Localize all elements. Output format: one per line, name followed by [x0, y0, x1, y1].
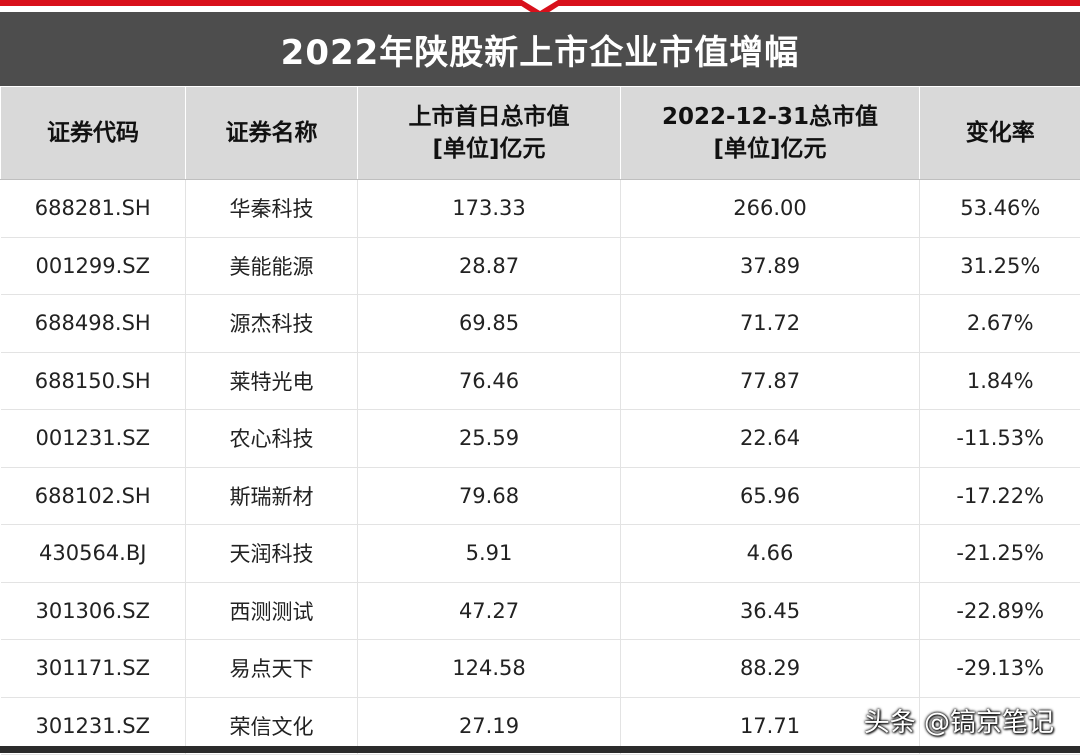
- cell-year-end-cap: 65.96: [621, 467, 920, 525]
- cell-year-end-cap: 266.00: [621, 180, 920, 238]
- cell-change-rate: 31.25%: [920, 237, 1080, 295]
- cell-name: 斯瑞新材: [186, 467, 358, 525]
- header-first-day-cap: 上市首日总市值 [单位]亿元: [358, 87, 621, 180]
- header-year-end-cap: 2022-12-31总市值 [单位]亿元: [621, 87, 920, 180]
- cell-year-end-cap: 88.29: [621, 640, 920, 698]
- cell-year-end-cap: 22.64: [621, 410, 920, 468]
- cell-change-rate: 2.67%: [920, 295, 1080, 353]
- table-row: 430564.BJ 天润科技 5.91 4.66 -21.25%: [1, 525, 1080, 583]
- cell-code: 301171.SZ: [1, 640, 186, 698]
- cell-code: 001231.SZ: [1, 410, 186, 468]
- cell-change-rate: -21.25%: [920, 525, 1080, 583]
- cell-name: 美能能源: [186, 237, 358, 295]
- cell-year-end-cap: 36.45: [621, 582, 920, 640]
- cell-first-day-cap: 79.68: [358, 467, 621, 525]
- table-row: 688150.SH 莱特光电 76.46 77.87 1.84%: [1, 352, 1080, 410]
- cell-code: 430564.BJ: [1, 525, 186, 583]
- table-row: 301306.SZ 西测测试 47.27 36.45 -22.89%: [1, 582, 1080, 640]
- cell-change-rate: -11.53%: [920, 410, 1080, 468]
- cell-code: 688150.SH: [1, 352, 186, 410]
- bottom-bar: [0, 746, 1080, 753]
- table-row: 688281.SH 华秦科技 173.33 266.00 53.46%: [1, 180, 1080, 238]
- header-row: 证券代码 证券名称 上市首日总市值 [单位]亿元 2022-12-31总市值 […: [1, 87, 1080, 180]
- cell-name: 天润科技: [186, 525, 358, 583]
- header-name: 证券名称: [186, 87, 358, 180]
- cell-first-day-cap: 28.87: [358, 237, 621, 295]
- cell-change-rate: -17.22%: [920, 467, 1080, 525]
- cell-first-day-cap: 173.33: [358, 180, 621, 238]
- table-row: 688498.SH 源杰科技 69.85 71.72 2.67%: [1, 295, 1080, 353]
- header-code: 证券代码: [1, 87, 186, 180]
- cell-name: 莱特光电: [186, 352, 358, 410]
- cell-first-day-cap: 25.59: [358, 410, 621, 468]
- cell-code: 001299.SZ: [1, 237, 186, 295]
- cell-first-day-cap: 124.58: [358, 640, 621, 698]
- cell-name: 源杰科技: [186, 295, 358, 353]
- cell-name: 华秦科技: [186, 180, 358, 238]
- cell-code: 301306.SZ: [1, 582, 186, 640]
- cell-first-day-cap: 5.91: [358, 525, 621, 583]
- cell-code: 688498.SH: [1, 295, 186, 353]
- cell-code: 688281.SH: [1, 180, 186, 238]
- cell-year-end-cap: 77.87: [621, 352, 920, 410]
- cell-year-end-cap: 4.66: [621, 525, 920, 583]
- table-row: 301171.SZ 易点天下 124.58 88.29 -29.13%: [1, 640, 1080, 698]
- cell-name: 易点天下: [186, 640, 358, 698]
- top-notch-inner: [522, 0, 558, 11]
- table-row: 001231.SZ 农心科技 25.59 22.64 -11.53%: [1, 410, 1080, 468]
- cell-change-rate: -22.89%: [920, 582, 1080, 640]
- cell-change-rate: 1.84%: [920, 352, 1080, 410]
- cell-first-day-cap: 76.46: [358, 352, 621, 410]
- table-row: 688102.SH 斯瑞新材 79.68 65.96 -17.22%: [1, 467, 1080, 525]
- table-title: 2022年陕股新上市企业市值增幅: [0, 12, 1080, 86]
- cell-year-end-cap: 71.72: [621, 295, 920, 353]
- cell-first-day-cap: 69.85: [358, 295, 621, 353]
- cell-change-rate: -29.13%: [920, 640, 1080, 698]
- watermark: 头条 @镐京笔记: [864, 702, 1054, 739]
- cell-code: 688102.SH: [1, 467, 186, 525]
- cell-change-rate: 53.46%: [920, 180, 1080, 238]
- cell-year-end-cap: 37.89: [621, 237, 920, 295]
- header-change-rate: 变化率: [920, 87, 1080, 180]
- market-cap-table: 证券代码 证券名称 上市首日总市值 [单位]亿元 2022-12-31总市值 […: [0, 86, 1080, 755]
- cell-name: 农心科技: [186, 410, 358, 468]
- cell-first-day-cap: 47.27: [358, 582, 621, 640]
- table-row: 001299.SZ 美能能源 28.87 37.89 31.25%: [1, 237, 1080, 295]
- cell-name: 西测测试: [186, 582, 358, 640]
